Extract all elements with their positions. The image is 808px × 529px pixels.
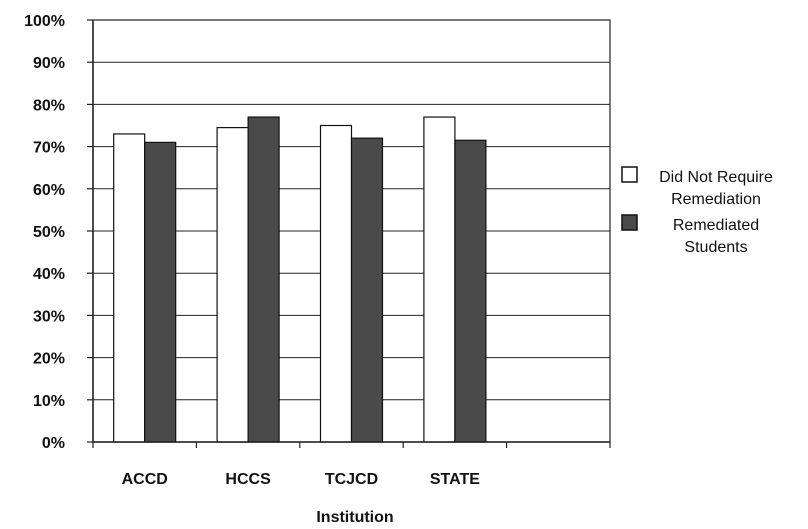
bar-tcjcd-series-2 (350, 137, 384, 443)
legend-label: Did Not Require (659, 169, 773, 186)
y-tick-label: 20% (33, 351, 65, 368)
x-axis-ticks (92, 442, 611, 448)
y-axis-ticks: 0% 10% 20% 30% 40% 50% 60% 70% 80% 90% 100% (24, 13, 93, 452)
y-tick-label: 100% (24, 13, 65, 30)
y-tick-label: 40% (33, 266, 65, 283)
bar-accd-series-1 (113, 133, 146, 443)
y-tick-label: 80% (33, 97, 65, 114)
bar-hccs-series-1 (216, 127, 249, 443)
category-labels: ACCD HCCS TCJCD STATE (122, 471, 481, 488)
bar-state-series-2 (454, 139, 487, 443)
bar-state-series-1 (423, 116, 456, 443)
legend-label: Students (684, 239, 747, 256)
legend: Did Not Require Remediation Remediated Stud… (621, 166, 773, 256)
legend-label: Remediated (673, 217, 759, 234)
y-tick-label: 50% (33, 224, 65, 241)
x-tick-label: TCJCD (325, 471, 378, 488)
legend-swatch (621, 214, 638, 231)
legend-label: Remediation (671, 191, 761, 208)
y-tick-label: 60% (33, 182, 65, 199)
y-tick-label: 70% (33, 140, 65, 157)
gridlines (93, 19, 610, 401)
bar-accd-series-2 (144, 141, 177, 443)
bar-hccs-series-2 (247, 116, 280, 443)
y-tick-label: 0% (42, 435, 65, 452)
x-axis-title: Institution (316, 509, 393, 526)
y-tick-label: 30% (33, 308, 65, 325)
x-tick-label: HCCS (225, 471, 271, 488)
y-tick-label: 90% (33, 55, 65, 72)
y-tick-label: 10% (33, 393, 65, 410)
x-tick-label: ACCD (122, 471, 168, 488)
x-tick-label: STATE (430, 471, 480, 488)
legend-swatch (621, 166, 638, 183)
bar-tcjcd-series-1 (319, 124, 353, 443)
